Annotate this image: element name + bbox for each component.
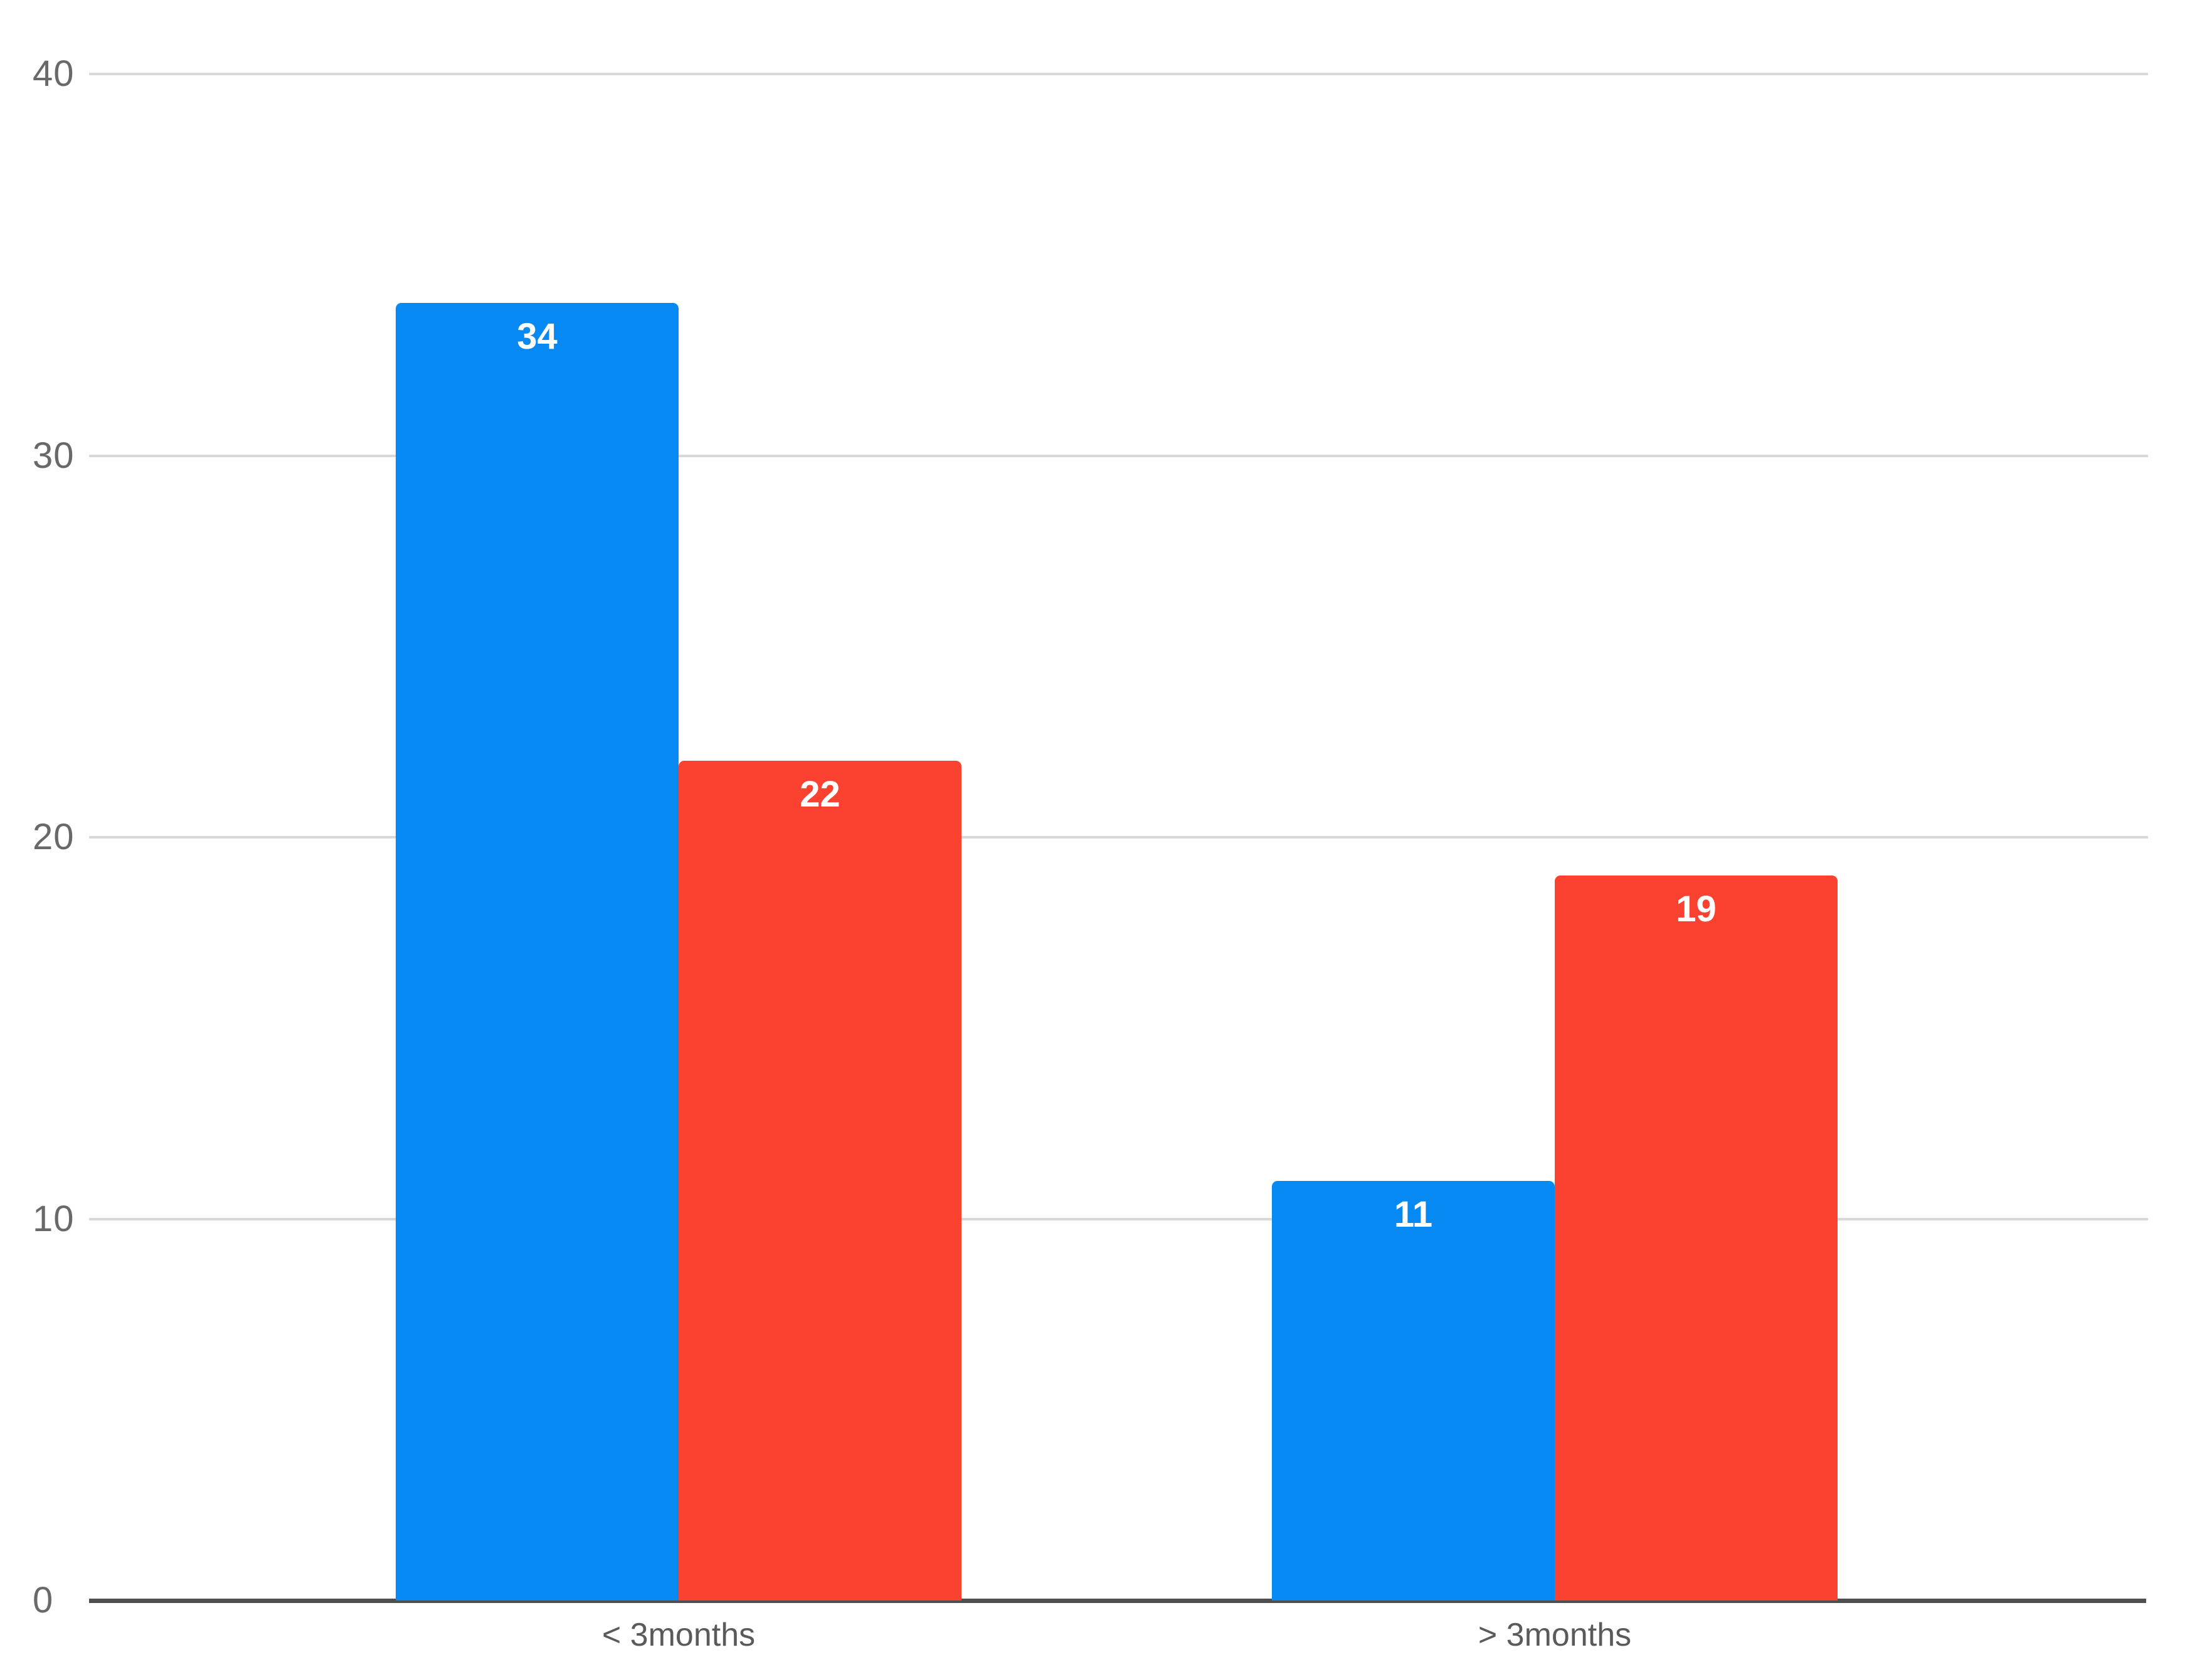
gridline-30: [89, 454, 2148, 457]
gridline-40: [89, 73, 2148, 75]
y-axis-tick-label-30: 30: [33, 435, 75, 476]
y-axis-tick-label-0: 0: [33, 1580, 54, 1621]
y-axis-tick-label-40: 40: [33, 53, 75, 94]
x-axis-category-label-1: < 3months: [601, 1617, 756, 1653]
bar-red-series-2[interactable]: 19: [1555, 875, 1838, 1601]
bar-red-series-1[interactable]: 22: [679, 761, 961, 1601]
y-axis-tick-label-20: 20: [33, 817, 75, 857]
x-axis-category-label-2: > 3months: [1478, 1617, 1632, 1653]
gridline-10: [89, 1217, 2148, 1220]
bar-value-label: 19: [1676, 888, 1717, 929]
bar-value-label: 11: [1394, 1193, 1433, 1235]
bar-value-label: 22: [800, 774, 840, 815]
x-axis-baseline: [89, 1599, 2146, 1603]
bar-blue-series-2[interactable]: 11: [1272, 1180, 1555, 1601]
y-axis-tick-label-10: 10: [33, 1198, 75, 1239]
gridline-20: [89, 836, 2148, 839]
bar-value-label: 34: [517, 316, 558, 357]
bar-blue-series-1[interactable]: 34: [396, 303, 679, 1601]
